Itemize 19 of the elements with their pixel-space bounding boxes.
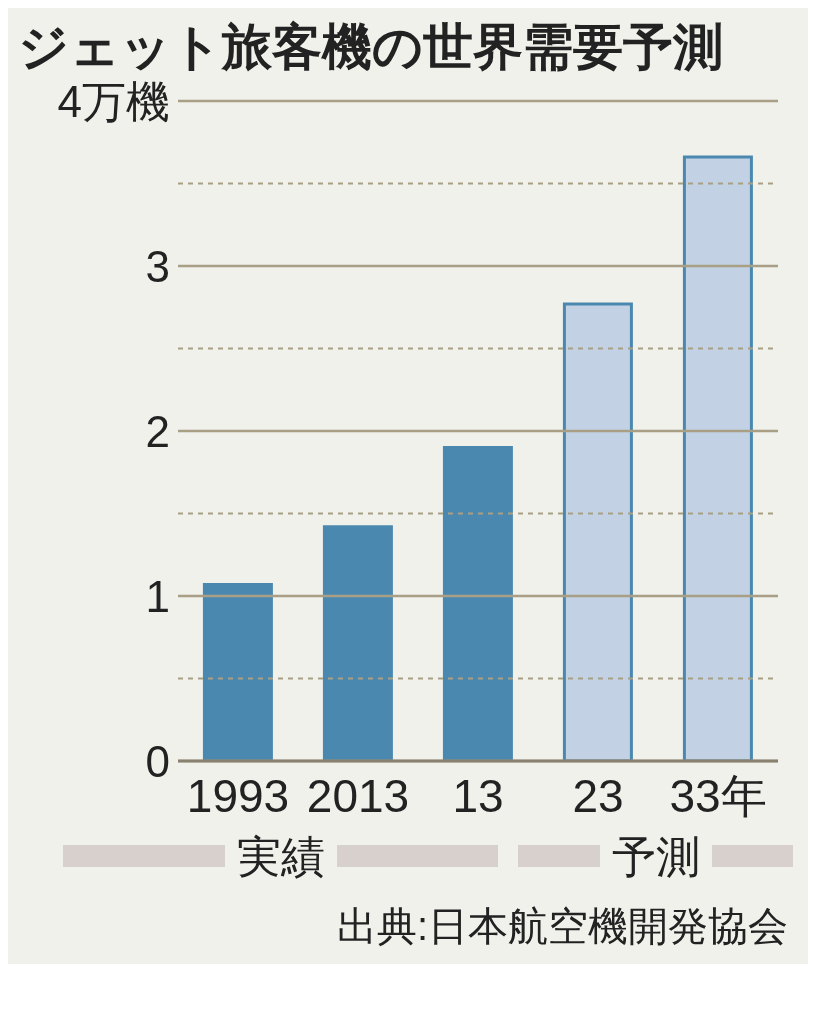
bar xyxy=(682,155,753,761)
y-tick-label: 3 xyxy=(145,241,170,291)
bar xyxy=(322,525,393,761)
y-tick-label: 0 xyxy=(145,736,170,786)
text: 実績 xyxy=(224,832,337,881)
text: 予測 xyxy=(599,832,712,881)
bar xyxy=(202,582,273,761)
x-tick-label: 23 xyxy=(572,769,624,822)
x-tick-label: 13 xyxy=(452,769,504,822)
source-note: 出典:日本航空機開発協会 xyxy=(335,903,789,950)
y-tick-label: 4万機 xyxy=(57,76,170,126)
x-tick-label: 2013 xyxy=(306,769,410,822)
chart-title: ジェット旅客機の世界需要予測 xyxy=(18,19,723,75)
y-tick-label: 2 xyxy=(145,406,170,456)
bar xyxy=(562,302,633,761)
x-tick-label: 33年 xyxy=(669,769,767,822)
y-tick-label: 1 xyxy=(145,571,170,621)
bar xyxy=(442,446,513,761)
x-tick-label: 1993 xyxy=(186,769,290,822)
